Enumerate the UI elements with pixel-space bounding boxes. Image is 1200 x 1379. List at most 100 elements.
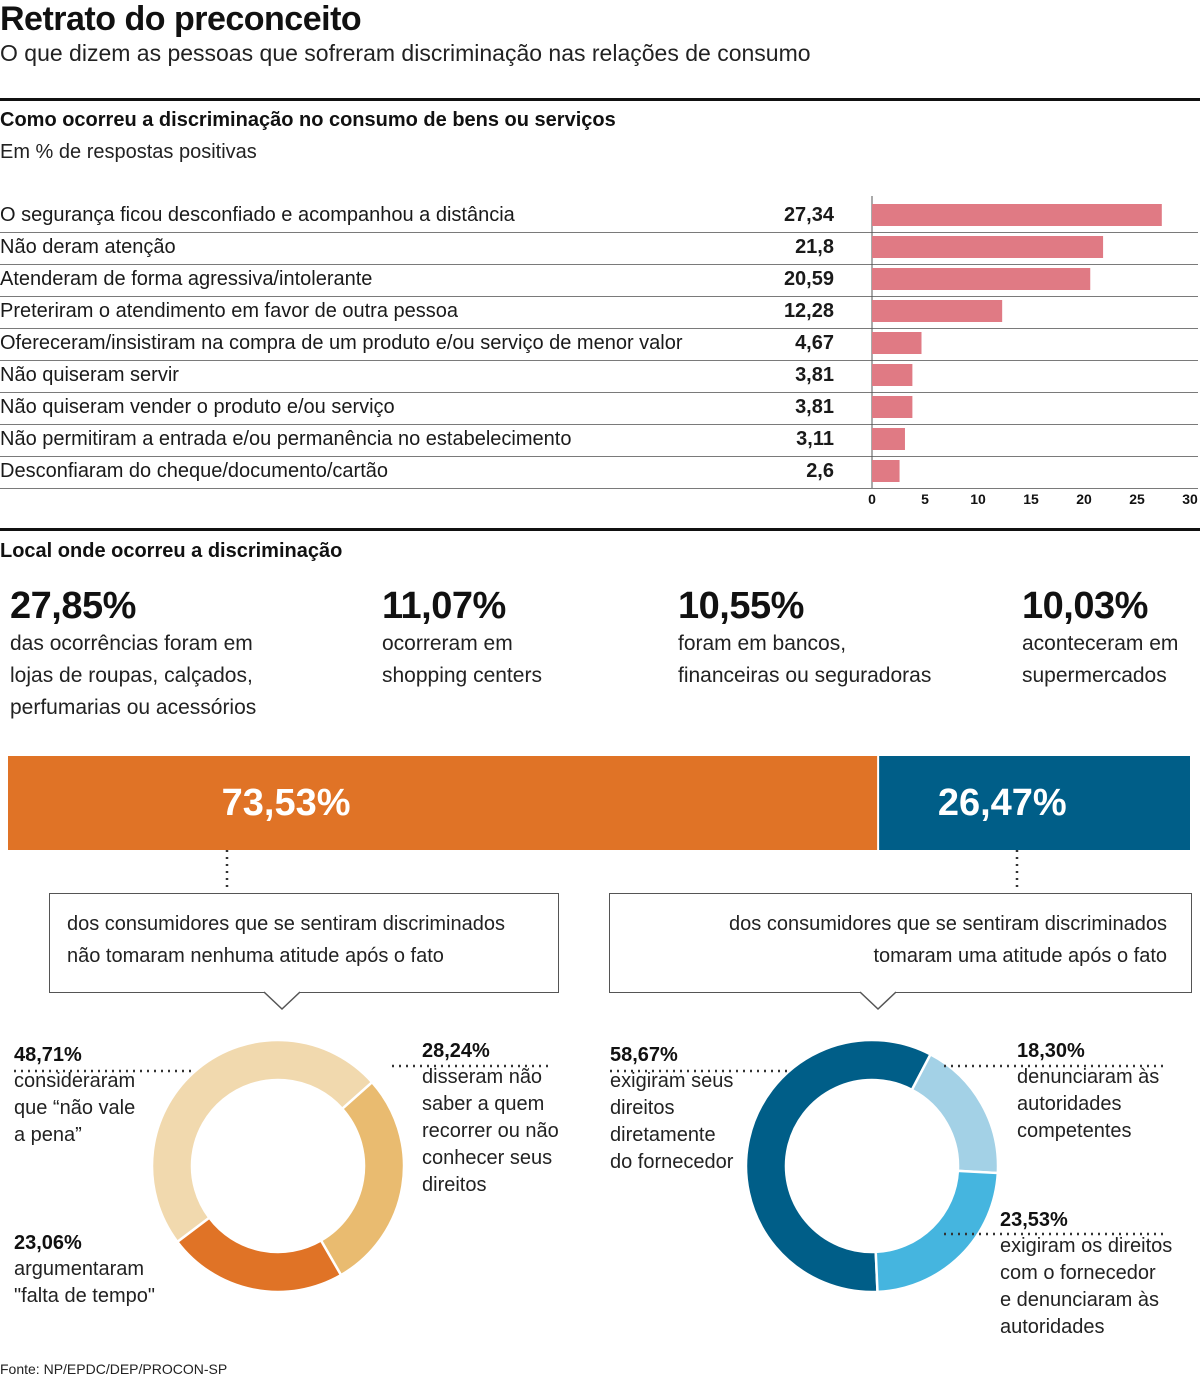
stat-value: 11,07% bbox=[382, 585, 506, 627]
donut-label-text: argumentaram bbox=[14, 1258, 145, 1280]
donut-label-text: diretamente bbox=[610, 1124, 716, 1146]
bar-category-label: Não deram atenção bbox=[0, 236, 176, 258]
bar-row: Não quiseram servir 3,81 bbox=[0, 360, 1198, 393]
bar bbox=[872, 396, 913, 418]
x-tick-label: 25 bbox=[1129, 491, 1145, 507]
x-tick-label: 0 bbox=[868, 491, 876, 507]
donut-label-demanded-supplier: 58,67% exigiram seus direitos diretament… bbox=[610, 1042, 733, 1176]
x-tick-label: 10 bbox=[970, 491, 986, 507]
stat-text: foram em bancos, bbox=[678, 632, 847, 655]
donut-label-text: direitos bbox=[422, 1174, 487, 1196]
stat-value: 27,85% bbox=[10, 585, 136, 627]
stat-block-clothing: 27,85% das ocorrências foram em lojas de… bbox=[10, 584, 256, 724]
page-title: Retrato do preconceito bbox=[0, 0, 362, 38]
donut-label-text: exigiram os direitos bbox=[1000, 1235, 1173, 1257]
source-note: Fonte: NP/EPDC/DEP/PROCON-SP bbox=[0, 1361, 228, 1377]
bar-category-label: Não quiseram vender o produto e/ou servi… bbox=[0, 396, 395, 418]
callout-pointer bbox=[860, 991, 896, 1011]
stat-block-shopping: 11,07% ocorreram em shopping centers bbox=[382, 584, 542, 692]
donut-label-text: do fornecedor bbox=[610, 1151, 734, 1173]
split-bar bbox=[8, 756, 1190, 850]
donut-label-text: que “não vale bbox=[14, 1097, 136, 1119]
bar-row: Atenderam de forma agressiva/intolerante… bbox=[0, 264, 1198, 297]
section-subtitle-how: Em % de respostas positivas bbox=[0, 141, 257, 163]
bar-value-label: 2,6 bbox=[806, 460, 834, 482]
section-divider bbox=[0, 528, 1200, 531]
connector-lines bbox=[225, 850, 1019, 892]
donut-label-no-time: 23,06% argumentaram "falta de tempo" bbox=[14, 1230, 155, 1310]
bar-category-label: Ofereceram/insistiram na compra de um pr… bbox=[0, 332, 683, 354]
callout-text: não tomaram nenhuma atitude após o fato bbox=[67, 945, 444, 967]
split-segment-took-action bbox=[879, 756, 1190, 850]
bar-row: Ofereceram/insistiram na compra de um pr… bbox=[0, 328, 1198, 361]
donut-label-text: conhecer seus bbox=[422, 1147, 553, 1169]
bar bbox=[872, 300, 1003, 322]
donut-slice bbox=[150, 1038, 374, 1244]
donut-label-text: recorrer ou não bbox=[422, 1120, 559, 1142]
donut-label-text: denunciaram às bbox=[1017, 1066, 1160, 1088]
donut-label-value: 18,30% bbox=[1017, 1040, 1085, 1062]
donut-label-text: disseram não bbox=[422, 1066, 543, 1088]
bar-value-label: 20,59 bbox=[783, 268, 834, 290]
donut-label-text: e denunciaram às bbox=[1000, 1289, 1159, 1311]
donut-label-text: a pena” bbox=[14, 1124, 82, 1146]
donut-label-text: saber a quem bbox=[422, 1093, 545, 1115]
stat-value: 10,03% bbox=[1022, 585, 1148, 627]
bar-row: Não quiseram vender o produto e/ou servi… bbox=[0, 392, 1198, 425]
bar bbox=[872, 332, 922, 354]
donut-label-value: 23,06% bbox=[14, 1232, 82, 1254]
donut-slice bbox=[175, 1216, 343, 1294]
donut-slice bbox=[744, 1038, 933, 1294]
bar-category-label: Atenderam de forma agressiva/intolerante bbox=[0, 268, 373, 290]
callout-no-action: dos consumidores que se sentiram discrim… bbox=[49, 893, 559, 993]
donut-label-reported: 18,30% denunciaram às autoridades compet… bbox=[1017, 1038, 1159, 1145]
bar-value-label: 27,34 bbox=[783, 204, 834, 226]
donut-label-not-worth: 48,71% consideraram que “não vale a pena… bbox=[14, 1042, 135, 1149]
stat-value: 10,55% bbox=[678, 585, 804, 627]
x-tick-label: 20 bbox=[1076, 491, 1092, 507]
bar-row: Não permitiram a entrada e/ou permanênci… bbox=[0, 424, 1198, 457]
bar bbox=[872, 428, 905, 450]
bar bbox=[872, 236, 1104, 258]
bar bbox=[872, 460, 900, 482]
stat-text: ocorreram em bbox=[382, 632, 513, 655]
callout-text: dos consumidores que se sentiram discrim… bbox=[67, 913, 505, 935]
bar-value-label: 21,8 bbox=[795, 236, 834, 258]
donut-leader-lines bbox=[14, 1064, 1166, 1236]
bar-category-label: Não permitiram a entrada e/ou permanênci… bbox=[0, 428, 572, 450]
bar-value-label: 3,81 bbox=[795, 396, 834, 418]
bar-category-label: O segurança ficou desconfiado e acompanh… bbox=[0, 204, 515, 226]
section-title-where: Local onde ocorreu a discriminação bbox=[0, 540, 343, 562]
donut-label-dont-know: 28,24% disseram não saber a quem recorre… bbox=[422, 1038, 559, 1199]
callout-took-action: dos consumidores que se sentiram discrim… bbox=[609, 893, 1192, 993]
bar-chart: 0 5 10 15 20 25 30 bbox=[868, 196, 1198, 507]
donut-label-text: competentes bbox=[1017, 1120, 1132, 1142]
x-tick-label: 30 bbox=[1182, 491, 1198, 507]
stat-text: supermercados bbox=[1022, 664, 1167, 687]
bar-value-label: 3,11 bbox=[796, 428, 834, 450]
x-tick-label: 5 bbox=[921, 491, 929, 507]
donut-slice bbox=[874, 1169, 1000, 1294]
callout-pointer bbox=[264, 991, 300, 1011]
bar bbox=[872, 268, 1091, 290]
donut-label-text: consideraram bbox=[14, 1070, 136, 1092]
stat-text: das ocorrências foram em bbox=[10, 632, 253, 655]
bar-category-label: Preteriram o atendimento em favor de out… bbox=[0, 300, 459, 322]
section-title-how: Como ocorreu a discriminação no consumo … bbox=[0, 109, 616, 131]
stat-block-banks: 10,55% foram em bancos, financeiras ou s… bbox=[678, 584, 931, 692]
donut-label-both: 23,53% exigiram os direitos com o fornec… bbox=[1000, 1207, 1172, 1341]
donut-label-text: autoridades bbox=[1000, 1316, 1105, 1338]
bar-value-label: 4,67 bbox=[795, 332, 834, 354]
split-segment-no-action bbox=[8, 756, 878, 850]
stat-text: aconteceram em bbox=[1022, 632, 1179, 655]
x-tick-label: 15 bbox=[1023, 491, 1039, 507]
bar-category-label: Desconfiaram do cheque/documento/cartão bbox=[0, 460, 389, 482]
callout-text: dos consumidores que se sentiram discrim… bbox=[729, 913, 1167, 935]
split-right-value: 26,47% bbox=[937, 782, 1067, 824]
bar-row: O segurança ficou desconfiado e acompanh… bbox=[0, 200, 1198, 233]
stat-block-supermarkets: 10,03% aconteceram em supermercados bbox=[1022, 584, 1178, 692]
bar bbox=[872, 204, 1162, 226]
page-subtitle: O que dizem as pessoas que sofreram disc… bbox=[0, 40, 811, 66]
donut-took-action bbox=[744, 1038, 1000, 1294]
stat-text: financeiras ou seguradoras bbox=[678, 664, 932, 687]
